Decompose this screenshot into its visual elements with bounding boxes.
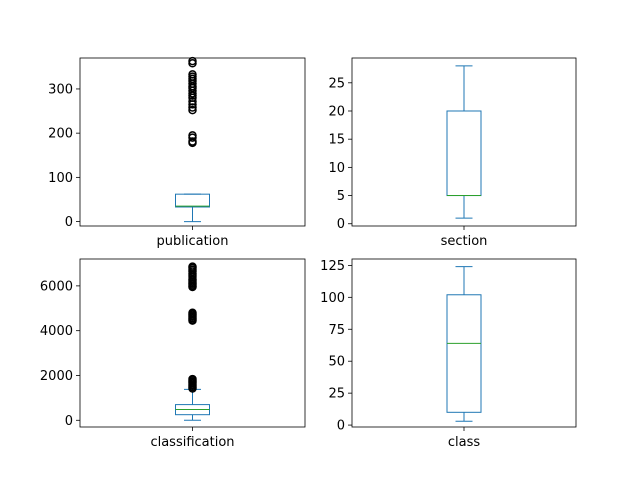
y-tick-label: 4000 — [40, 324, 73, 339]
y-tick-label: 75 — [328, 323, 345, 338]
y-tick-label: 125 — [320, 259, 345, 274]
outlier-point — [188, 103, 197, 112]
outlier-point — [188, 56, 197, 66]
panel-classification: 0 2000 4000 6000 classification — [40, 258, 306, 450]
panel-publication: 0 100 200 300 publication — [48, 56, 306, 249]
outlier-point — [188, 70, 197, 79]
y-tick-label: 300 — [48, 82, 73, 97]
y-tick-label: 25 — [328, 387, 345, 402]
panel-section: 0 5 10 15 20 25 section — [328, 57, 577, 249]
y-tick-label: 6000 — [40, 279, 73, 294]
y-tick-label: 50 — [328, 355, 345, 370]
y-tick-label: 0 — [65, 215, 73, 230]
panel-class: 0 25 50 75 100 125 class — [320, 258, 577, 450]
y-tick-label: 0 — [65, 414, 73, 429]
outlier-point — [188, 97, 197, 106]
y-tick-label: 100 — [48, 171, 73, 186]
outlier-point — [188, 262, 197, 271]
x-category-label: publication — [157, 234, 229, 249]
y-tick-label: 20 — [328, 104, 345, 119]
iqr-box — [446, 294, 482, 413]
y-tick-label: 0 — [337, 419, 345, 434]
outlier-point — [188, 131, 197, 140]
y-tick-label: 15 — [328, 133, 345, 148]
x-category-label: classification — [150, 435, 234, 450]
y-tick-label: 100 — [320, 291, 345, 306]
outlier-point — [188, 308, 197, 318]
x-category-label: section — [441, 234, 488, 249]
outlier-point — [188, 105, 197, 115]
iqr-box — [175, 193, 210, 208]
outlier-point — [188, 137, 197, 146]
y-tick-label: 0 — [337, 217, 345, 232]
y-tick-label: 2000 — [40, 369, 73, 384]
x-category-label: class — [448, 435, 480, 450]
y-tick-label: 10 — [328, 161, 345, 176]
y-tick-label: 5 — [337, 189, 345, 204]
y-tick-label: 25 — [328, 76, 345, 91]
outlier-point — [188, 374, 197, 384]
iqr-box — [446, 110, 482, 197]
y-tick-label: 200 — [48, 127, 73, 142]
